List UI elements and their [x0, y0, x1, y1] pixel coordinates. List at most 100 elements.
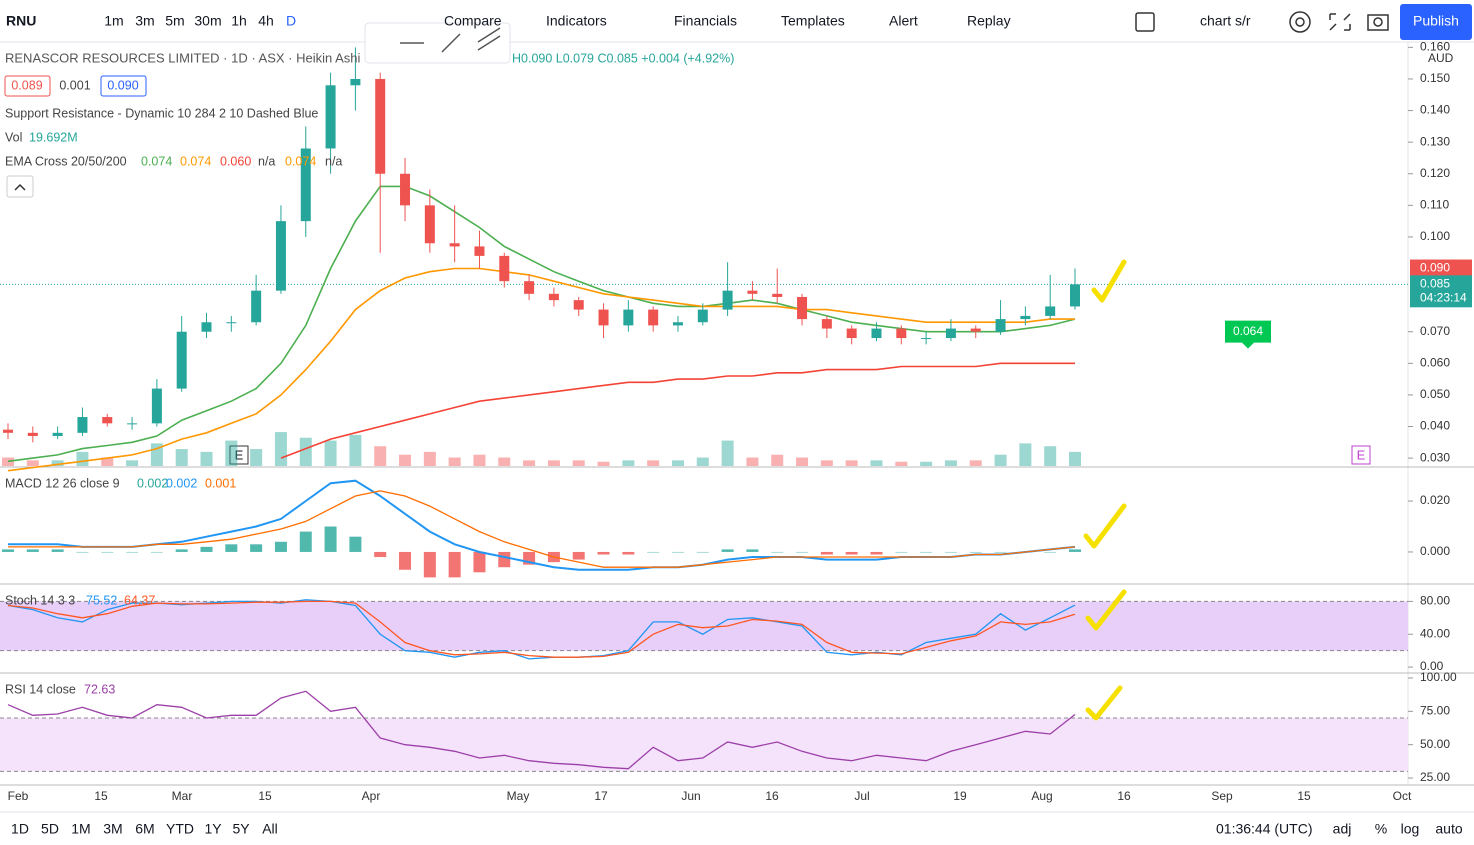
ema-line [280, 362, 1075, 459]
macd-histogram [175, 549, 188, 552]
interval[interactable]: 1m [104, 13, 123, 29]
macd-histogram [274, 541, 287, 552]
volume-bar [473, 454, 486, 466]
volume-bar [76, 451, 89, 466]
earnings-marker[interactable] [229, 445, 249, 465]
toolbar-bg [0, 0, 1474, 42]
x-tick-label: Jun [681, 789, 700, 803]
interval[interactable]: 30m [194, 13, 221, 29]
y-tick-label: 0.150 [1420, 71, 1450, 85]
y-tick-label: 0.050 [1420, 387, 1450, 401]
range-button[interactable]: 1M [71, 821, 90, 837]
drawing-tools[interactable] [400, 27, 501, 53]
volume-bar [746, 457, 759, 466]
x-tick-label: 16 [1117, 789, 1131, 803]
currency[interactable]: AUD [1428, 51, 1454, 65]
snapshot-icon[interactable] [1367, 14, 1389, 31]
macd-histogram [845, 551, 858, 555]
scale-option[interactable]: adj [1333, 821, 1352, 837]
stoch-label: Stoch 14 3 3 [5, 593, 75, 607]
ask-box[interactable] [100, 75, 147, 97]
layout-name[interactable]: chart s/r [1200, 13, 1251, 29]
range-button[interactable]: 1D [11, 821, 29, 837]
ema-value: n/a [325, 154, 342, 168]
volume-bar [671, 460, 684, 466]
toolbar-button[interactable]: Indicators [546, 13, 607, 29]
range-button[interactable]: 5D [41, 821, 59, 837]
interval[interactable]: 3m [135, 13, 154, 29]
stoch-k-value: 75.52 [86, 593, 117, 607]
macd-histogram [423, 551, 436, 578]
y-tick-label: 100.00 [1420, 670, 1457, 684]
earnings-marker-letter: E [1357, 447, 1366, 462]
candle-body [722, 290, 733, 310]
scale-option[interactable]: auto [1435, 821, 1462, 837]
chart-marks [0, 46, 1472, 779]
layout-icon[interactable] [1135, 12, 1155, 32]
macd-histogram [225, 544, 238, 552]
vol-value: 19.692M [29, 130, 78, 144]
range-button[interactable]: 3M [103, 821, 122, 837]
volume-bar [920, 461, 933, 466]
toolbar-button[interactable]: Alert [889, 13, 918, 29]
drawing-toolbar[interactable] [364, 22, 511, 64]
volume-bar [250, 449, 263, 466]
alert-tag[interactable] [1225, 320, 1271, 349]
macd-label: MACD 12 26 close 9 [5, 476, 120, 490]
x-tick-label: 15 [1297, 789, 1311, 803]
ohlc: H0.090 L0.079 C0.085 +0.004 (+4.92%) [512, 51, 734, 65]
range-button[interactable]: All [262, 821, 278, 837]
toolbar-button[interactable]: Templates [781, 13, 845, 29]
volume-bar [572, 460, 585, 466]
candle-body [474, 246, 485, 256]
volume-bar [721, 440, 734, 466]
x-tick-label: Apr [362, 789, 381, 803]
y-tick-label: 0.110 [1420, 198, 1449, 212]
toolbar-button[interactable]: Compare [444, 13, 502, 29]
volume-bar [175, 449, 188, 466]
earnings-marker-letter: E [235, 447, 244, 462]
range-button[interactable]: 5Y [232, 821, 250, 837]
scale-option[interactable]: % [1375, 821, 1387, 837]
range-button[interactable]: 1Y [204, 821, 222, 837]
range-button[interactable]: 6M [135, 821, 154, 837]
macd-histogram [994, 551, 1007, 553]
high-price-tag [1410, 259, 1472, 278]
x-tick-label: 19 [953, 789, 967, 803]
publish-label[interactable]: Publish [1413, 13, 1459, 29]
publish-button[interactable] [1400, 4, 1472, 40]
toolbar-button[interactable]: Replay [967, 13, 1011, 29]
clock: 01:36:44 (UTC) [1216, 821, 1312, 837]
candle-body [797, 296, 808, 320]
bid-box[interactable] [4, 75, 51, 97]
candle-body [896, 328, 907, 339]
volume-bar [994, 454, 1007, 466]
macd-histogram [26, 549, 39, 552]
macd-signal [8, 490, 1076, 568]
candle-body [945, 328, 956, 339]
earnings-marker[interactable] [1351, 445, 1371, 465]
volume-bar [597, 461, 610, 466]
interval[interactable]: 4h [258, 13, 274, 29]
volume-bar [895, 461, 908, 466]
interval[interactable]: D [286, 13, 296, 29]
collapse-legend[interactable] [6, 175, 34, 198]
volume-bar [622, 460, 635, 466]
settings-icon[interactable] [1289, 11, 1311, 33]
macd-histogram [920, 551, 933, 553]
fullscreen-icon[interactable] [1329, 13, 1351, 31]
range-button[interactable]: YTD [166, 821, 194, 837]
candle-body [375, 78, 386, 174]
alert-label: 0.064 [1233, 324, 1263, 338]
ema-value: 0.074 [141, 154, 172, 168]
macd-histogram [622, 551, 635, 555]
interval[interactable]: 5m [165, 13, 184, 29]
y-tick-label: 80.00 [1420, 594, 1450, 608]
interval[interactable]: 1h [231, 13, 247, 29]
volume-bar [2, 457, 14, 466]
toolbar-button[interactable]: Financials [674, 13, 737, 29]
macd-histogram [671, 551, 684, 553]
candle-body [275, 221, 286, 291]
scale-option[interactable]: log [1401, 821, 1420, 837]
countdown: 04:23:14 [1420, 291, 1467, 305]
